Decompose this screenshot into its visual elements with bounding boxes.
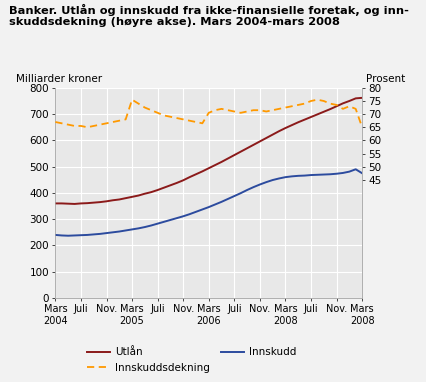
Text: Milliarder kroner: Milliarder kroner xyxy=(15,74,102,84)
Text: Prosent: Prosent xyxy=(366,74,405,84)
Text: Banker. Utlån og innskudd fra ikke-finansielle foretak, og inn-
skuddsdekning (h: Banker. Utlån og innskudd fra ikke-finan… xyxy=(9,4,409,28)
Legend: Utlån, Innskuddsdekning, Innskudd: Utlån, Innskuddsdekning, Innskudd xyxy=(83,343,300,377)
